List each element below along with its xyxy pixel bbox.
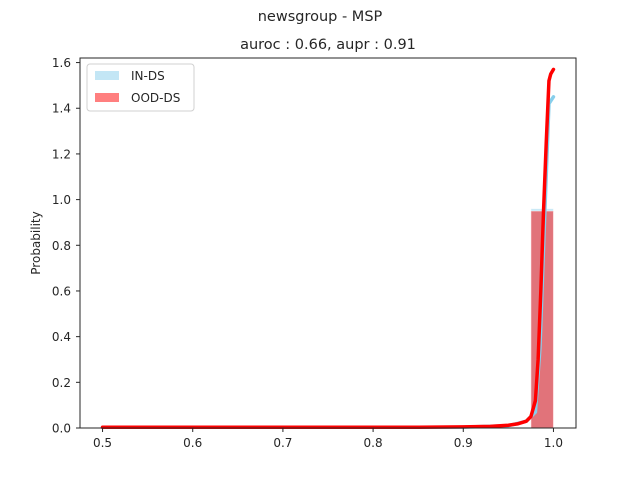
kde-line-ood-ds xyxy=(100,67,556,430)
x-tick-label: 1.0 xyxy=(544,436,563,450)
plot-area xyxy=(100,67,556,430)
legend-label-in-ds: IN-DS xyxy=(131,69,165,83)
y-tick-label: 0.4 xyxy=(52,330,71,344)
y-tick-label: 0.8 xyxy=(52,239,71,253)
x-tick-label: 0.9 xyxy=(454,436,473,450)
y-tick-label: 1.0 xyxy=(52,193,71,207)
legend-swatch-ood-ds xyxy=(95,93,119,102)
y-tick-label: 1.2 xyxy=(52,147,71,161)
y-tick-label: 0.2 xyxy=(52,376,71,390)
x-tick-label: 0.5 xyxy=(93,436,112,450)
kde-lines xyxy=(100,67,556,430)
y-tick-label: 1.6 xyxy=(52,56,71,70)
x-axis-ticks: 0.5 0.6 0.7 0.8 0.9 1.0 xyxy=(93,428,563,450)
y-tick-label: 0.6 xyxy=(52,284,71,298)
y-axis-ticks: 0.0 0.2 0.4 0.6 0.8 1.0 1.2 1.4 1.6 xyxy=(52,56,80,436)
legend: IN-DS OOD-DS xyxy=(86,63,195,112)
y-tick-label: 0.0 xyxy=(52,422,71,436)
x-tick-label: 0.8 xyxy=(364,436,383,450)
x-tick-label: 0.6 xyxy=(183,436,202,450)
x-tick-label: 0.7 xyxy=(273,436,292,450)
chart-title: auroc : 0.66, aupr : 0.91 xyxy=(240,37,416,53)
legend-label-ood-ds: OOD-DS xyxy=(131,91,180,105)
y-tick-label: 1.4 xyxy=(52,102,71,116)
y-axis-label: Probability xyxy=(29,211,43,274)
axes-frame xyxy=(79,57,577,429)
legend-swatch-in-ds xyxy=(95,71,119,80)
chart-suptitle: newsgroup - MSP xyxy=(258,9,383,25)
